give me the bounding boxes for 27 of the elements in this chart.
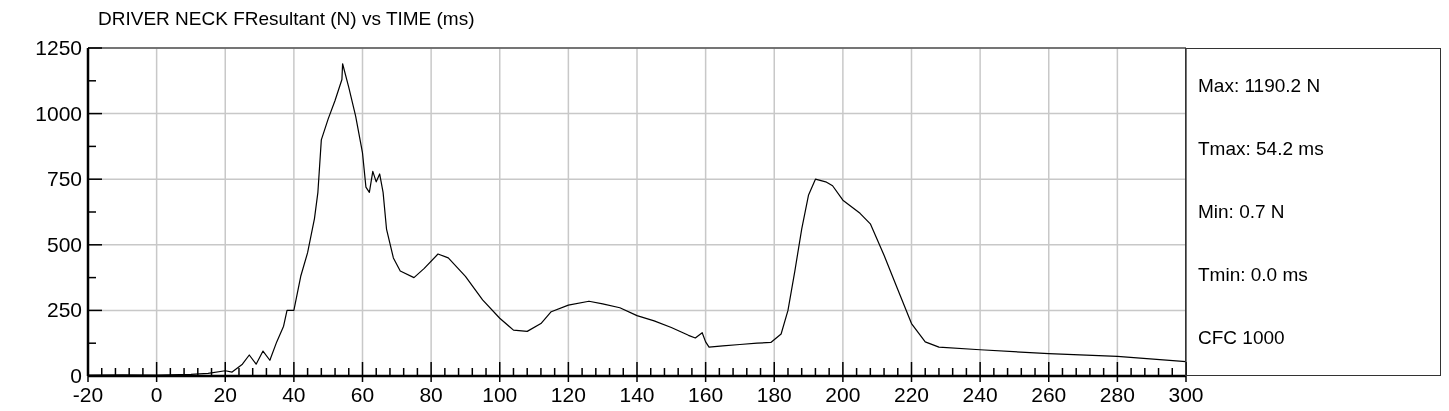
text: Tmin: 0.0 ms	[1198, 263, 1309, 286]
x-tick-label: 80	[419, 383, 443, 406]
text: CFC 1000	[1198, 326, 1286, 349]
x-tick-label: 180	[756, 383, 792, 406]
chart-title: DRIVER NECK FResultant (N) vs TIME (ms)	[98, 8, 475, 30]
y-tick-label: 750	[46, 167, 82, 191]
x-tick-label: 100	[482, 383, 518, 406]
y-tick-label: 1250	[35, 36, 82, 59]
x-tick-label: 200	[825, 383, 861, 406]
x-tick-label: 220	[893, 383, 930, 406]
x-tick-label: 260	[1031, 383, 1067, 406]
y-tick-label: 1000	[35, 101, 82, 125]
x-tick-label: 240	[962, 383, 998, 406]
text: Max: 1190.2 N	[1198, 75, 1322, 98]
x-tick-label: 280	[1099, 383, 1135, 406]
x-tick-label: 160	[688, 383, 724, 406]
y-tick-label: 500	[46, 232, 82, 256]
y-tick-label: 250	[46, 298, 82, 322]
x-tick-label: 60	[350, 383, 375, 406]
x-tick-label: 300	[1168, 383, 1204, 406]
text: Min: 0.7 N	[1198, 200, 1286, 223]
x-tick-label: 120	[550, 383, 586, 406]
x-tick-label: 140	[619, 383, 655, 406]
x-tick-label: 0	[150, 383, 163, 406]
text: Tmax: 54.2 ms	[1198, 138, 1325, 161]
x-tick-label: 40	[282, 383, 306, 406]
x-tick-label: 20	[213, 383, 237, 406]
